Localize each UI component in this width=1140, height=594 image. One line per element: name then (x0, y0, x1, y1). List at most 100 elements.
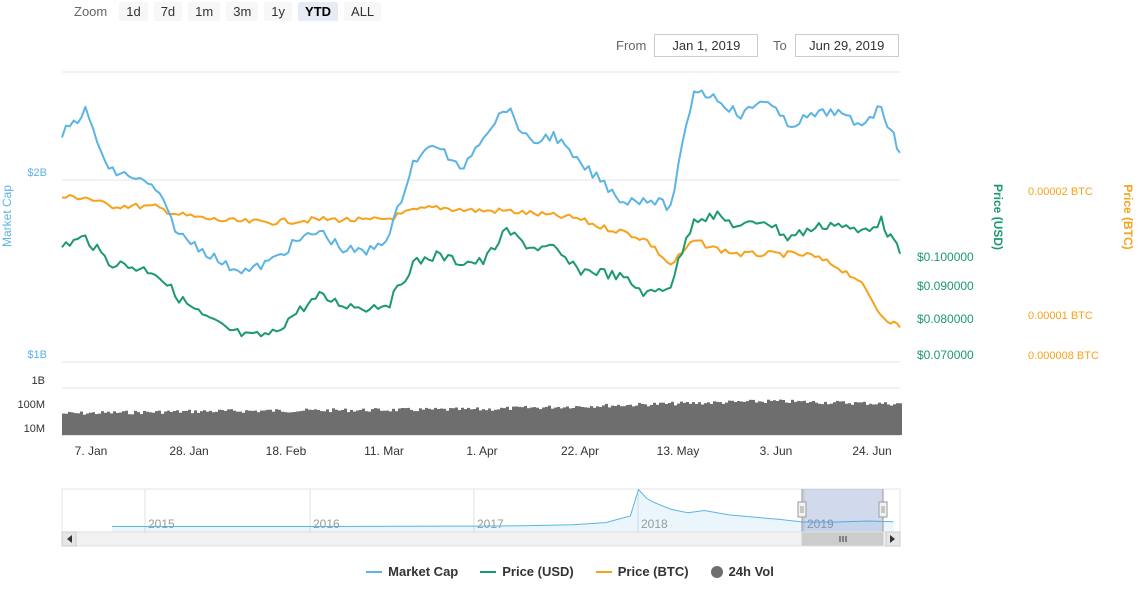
x-tick-label: 28. Jan (169, 444, 208, 458)
volume-bar (119, 412, 122, 435)
range-to-input[interactable]: Jun 29, 2019 (794, 34, 899, 57)
legend-label: 24h Vol (728, 564, 774, 579)
right-arrow-icon (890, 535, 895, 543)
volume-bar (71, 412, 74, 435)
volume-bar (818, 403, 821, 435)
volume-bar (245, 410, 248, 435)
volume-bar (545, 406, 548, 435)
zoom-all-button[interactable]: ALL (344, 1, 382, 21)
volume-bar (62, 413, 65, 435)
volume-bar (446, 410, 449, 435)
volume-bar (92, 412, 95, 435)
volume-bar (608, 407, 611, 435)
volume-bar (362, 408, 365, 435)
volume-bar (581, 407, 584, 435)
legend-item-price-usd[interactable]: Price (USD) (480, 564, 574, 579)
volume-bar (194, 410, 197, 435)
volume-bar (695, 404, 698, 435)
volume-bar (275, 409, 278, 435)
volume-bar (182, 411, 185, 435)
volume-bar (758, 401, 761, 435)
volume-bar (503, 408, 506, 435)
volume-bar (272, 411, 275, 435)
x-tick-label: 22. Apr (561, 444, 599, 458)
market-cap-series (61, 89, 901, 275)
volume-bar (110, 413, 113, 435)
volume-bar (80, 411, 83, 435)
volume-bar (791, 399, 794, 435)
volume-bar (83, 414, 86, 435)
volume-bar (833, 402, 836, 435)
volume-bar (248, 410, 251, 435)
volume-bar (482, 409, 485, 435)
volume-bar (239, 411, 242, 435)
volume-bar (386, 410, 389, 435)
navigator-handle-right[interactable] (878, 501, 888, 518)
volume-bar (164, 411, 167, 435)
volume-bar (176, 410, 179, 435)
volume-bar (104, 412, 107, 435)
volume-bar (680, 401, 683, 435)
legend-item-market-cap[interactable]: Market Cap (366, 564, 458, 579)
volume-bar (488, 408, 491, 435)
zoom-3m-button[interactable]: 3m (226, 1, 259, 21)
volume-bar (587, 407, 590, 435)
volume-bar (383, 410, 386, 435)
legend-item-24h-vol[interactable]: 24h Vol (710, 564, 774, 579)
volume-bar (179, 412, 182, 435)
volume-bar (722, 403, 725, 435)
navigator-year-label: 2018 (641, 517, 668, 531)
volume-bar (410, 409, 413, 435)
volume-bar (737, 401, 740, 435)
navigator-handle-left[interactable] (797, 501, 807, 518)
x-tick-label: 24. Jun (852, 444, 891, 458)
volume-bar (299, 411, 302, 435)
volume-bar (416, 411, 419, 435)
volume-bar (530, 407, 533, 435)
market-cap-axis-title: Market Cap (0, 185, 14, 247)
zoom-ytd-button[interactable]: YTD (298, 1, 339, 21)
volume-bar (305, 408, 308, 435)
volume-bar (401, 408, 404, 435)
range-from-label: From (616, 38, 647, 53)
volume-bar (332, 408, 335, 435)
zoom-1m-button[interactable]: 1m (188, 1, 221, 21)
volume-bar (365, 411, 368, 435)
volume-bar (266, 409, 269, 435)
volume-bar (236, 411, 239, 435)
volume-bar (377, 408, 380, 435)
volume-bar (602, 405, 605, 435)
volume-bar (86, 413, 89, 435)
volume-bar (242, 412, 245, 435)
range-from-input[interactable]: Jan 1, 2019 (654, 34, 759, 57)
volume-bar (677, 403, 680, 435)
volume-bar (122, 411, 125, 435)
volume-bar (74, 413, 77, 435)
volume-bar (755, 402, 758, 435)
volume-bar (860, 402, 863, 435)
volume-bar (806, 402, 809, 435)
navigator-selection[interactable] (802, 489, 883, 532)
volume-bar (287, 412, 290, 435)
legend-item-price-btc[interactable]: Price (BTC) (595, 564, 689, 579)
volume-bar (899, 403, 902, 435)
volume-bar (512, 406, 515, 435)
volume-bar (710, 404, 713, 435)
volume-bar (215, 411, 218, 435)
volume-bar (548, 405, 551, 435)
volume-bar (593, 407, 596, 435)
volume-bar (713, 401, 716, 435)
zoom-1d-button[interactable]: 1d (119, 1, 148, 21)
price-btc-axis-title: Price (BTC) (1121, 184, 1135, 249)
navigator-year-label: 2016 (313, 517, 340, 531)
volume-bar (506, 406, 509, 435)
volume-series (62, 399, 902, 435)
volume-bar (341, 410, 344, 435)
zoom-1y-button[interactable]: 1y (264, 1, 293, 21)
volume-bar (128, 414, 131, 435)
scrollbar-track[interactable] (61, 531, 901, 547)
zoom-7d-button[interactable]: 7d (153, 1, 183, 21)
legend-label: Price (BTC) (617, 564, 689, 579)
market-cap-tick: $2B (27, 167, 47, 179)
volume-bar (371, 409, 374, 435)
